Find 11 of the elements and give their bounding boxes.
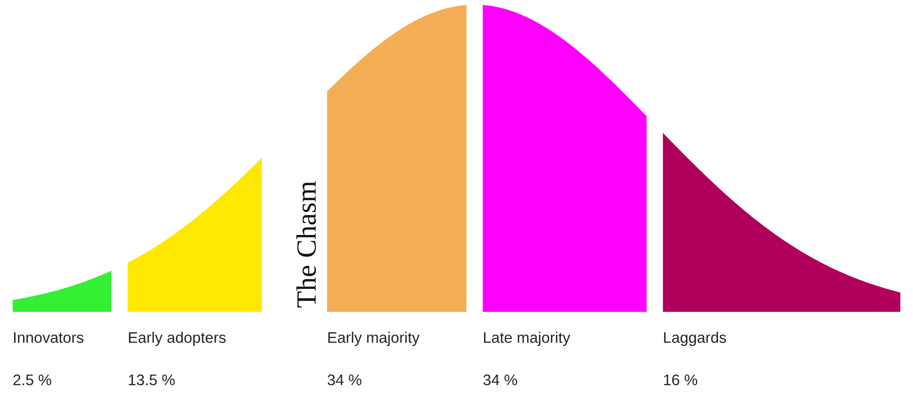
data-label: 34 %	[483, 374, 518, 386]
category-label: Early majority	[328, 332, 420, 346]
data-label: 2.5 %	[13, 374, 52, 386]
category-label: Late majority	[484, 332, 570, 346]
category-label: Early adopters	[128, 332, 226, 346]
category-label: Innovators	[14, 332, 84, 343]
category-label: Laggards	[664, 332, 726, 346]
text: The Chasm	[296, 181, 316, 308]
data-label: 16 %	[664, 374, 698, 386]
data-label: 34 %	[328, 374, 362, 386]
data-label: 13.5 %	[128, 374, 175, 386]
